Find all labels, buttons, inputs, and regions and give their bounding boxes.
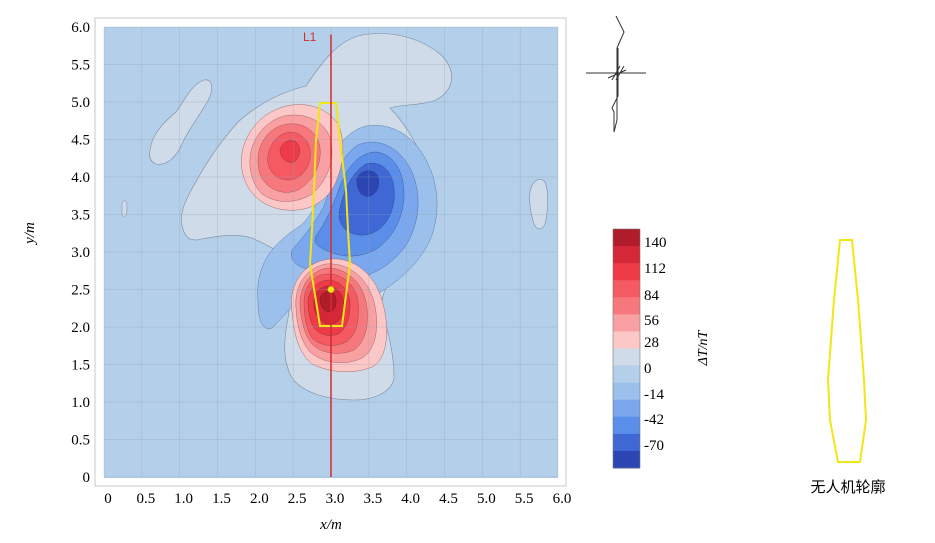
colorbar-swatch [613, 280, 640, 298]
colorbar-swatch [613, 348, 640, 367]
profile-line-label: L1 [303, 30, 317, 44]
x-tick-labels: 0 0.5 1.0 1.5 2.0 2.5 3.0 3.5 4.0 4.5 5.0 5.5 6.0 [104, 491, 571, 507]
y-tick-label: 1.5 [71, 358, 90, 374]
y-tick-label: 0 [83, 470, 91, 486]
colorbar: 140 112 84 56 28 0 -14 -42 -70 [612, 228, 667, 469]
x-tick-label: 1.5 [212, 491, 231, 507]
x-tick-label: 2.0 [250, 491, 269, 507]
island-tiny [121, 200, 128, 218]
colorbar-swatch [613, 297, 640, 315]
y-tick-label: 5.0 [71, 95, 90, 111]
colorbar-swatch [613, 382, 640, 401]
colorbar-tick-label: -42 [644, 412, 664, 428]
x-tick-label: 0.5 [136, 491, 155, 507]
x-axis-label: x/m [319, 517, 342, 533]
x-tick-label: 5.0 [477, 491, 496, 507]
drone-outline-legend-icon [826, 239, 868, 463]
colorbar-frame [612, 228, 641, 469]
y-tick-label: 6.0 [71, 20, 90, 36]
positive-anomaly-lower-core [319, 291, 337, 313]
colorbar-tick-label: 56 [644, 313, 660, 329]
island-right [529, 179, 549, 230]
drone-outline-overlay [308, 102, 352, 327]
colorbar-tick-label: -70 [644, 438, 664, 454]
center-marker [327, 285, 335, 293]
drone-outline-legend-label: 无人机轮廓 [810, 479, 885, 496]
y-tick-label: 2.0 [71, 320, 90, 336]
x-tick-label: 5.5 [515, 491, 534, 507]
colorbar-swatch [613, 229, 640, 247]
negative-anomaly-inner [338, 162, 395, 236]
colorbar-swatch [613, 246, 640, 264]
x-tick-label: 4.0 [401, 491, 420, 507]
colorbar-swatch [613, 450, 640, 469]
colorbar-tick-label: 84 [644, 288, 660, 304]
colorbar-tick-label: -14 [644, 387, 664, 403]
y-tick-label: 4.5 [71, 133, 90, 149]
colorbar-tick-label: 140 [644, 235, 667, 251]
negative-anomaly-core [356, 170, 379, 197]
colorbar-swatch [613, 331, 640, 349]
y-tick-label: 1.0 [71, 395, 90, 411]
x-tick-label: 0 [104, 491, 112, 507]
y-tick-labels: 0 0.5 1.0 1.5 2.0 2.5 3.0 3.5 4.0 4.5 5.0 5.5 6.0 [71, 20, 90, 486]
y-tick-label: 0.5 [71, 433, 90, 449]
y-tick-label: 3.5 [71, 208, 90, 224]
colorbar-label: ΔT/nT [696, 329, 711, 366]
y-tick-label: 2.5 [71, 283, 90, 299]
colorbar-swatch [613, 314, 640, 332]
colorbar-tick-label: 28 [644, 335, 659, 351]
x-tick-label: 1.0 [174, 491, 193, 507]
y-tick-label: 3.0 [71, 245, 90, 261]
colorbar-swatch [613, 263, 640, 281]
x-tick-label: 6.0 [553, 491, 572, 507]
x-tick-label: 2.5 [288, 491, 307, 507]
colorbar-swatch [613, 365, 640, 384]
north-arrow-icon [586, 15, 646, 133]
positive-anomaly-upper-core [279, 140, 300, 163]
x-tick-label: 3.5 [363, 491, 382, 507]
colorbar-tick-label: 112 [644, 261, 666, 277]
x-tick-label: 4.5 [439, 491, 458, 507]
colorbar-swatch [613, 399, 640, 418]
colorbar-swatch [613, 433, 640, 452]
island-left [149, 79, 213, 165]
y-tick-label: 5.5 [71, 58, 90, 74]
colorbar-swatch [613, 416, 640, 435]
y-tick-label: 4.0 [71, 170, 90, 186]
x-tick-label: 3.0 [326, 491, 345, 507]
colorbar-tick-label: 0 [644, 361, 652, 377]
y-axis-label: y/m [22, 222, 38, 246]
